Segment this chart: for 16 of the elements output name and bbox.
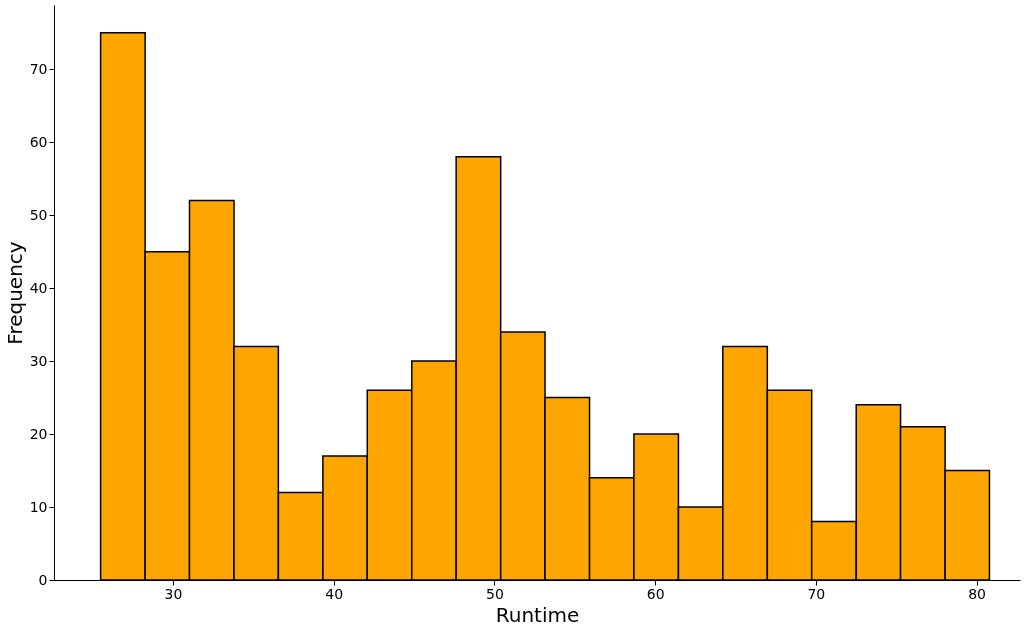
y-tick-label: 10 xyxy=(29,498,48,515)
x-tick-label: 70 xyxy=(807,585,826,602)
y-axis-title: Frequency xyxy=(2,241,27,345)
x-tick-label: 80 xyxy=(968,585,987,602)
y-tick-label: 60 xyxy=(29,133,48,150)
y-tick-label: 40 xyxy=(29,279,48,296)
x-axis-title: Runtime xyxy=(495,602,580,627)
x-tick-label: 60 xyxy=(646,585,665,602)
y-tick-label: 70 xyxy=(29,60,48,77)
y-tick-label: 50 xyxy=(29,206,48,223)
y-tick-label: 0 xyxy=(38,571,48,588)
y-tick-label: 30 xyxy=(29,352,48,369)
x-tick-label: 40 xyxy=(325,585,344,602)
x-tick-label: 30 xyxy=(164,585,183,602)
y-tick-label: 20 xyxy=(29,425,48,442)
x-tick-label: 50 xyxy=(485,585,504,602)
